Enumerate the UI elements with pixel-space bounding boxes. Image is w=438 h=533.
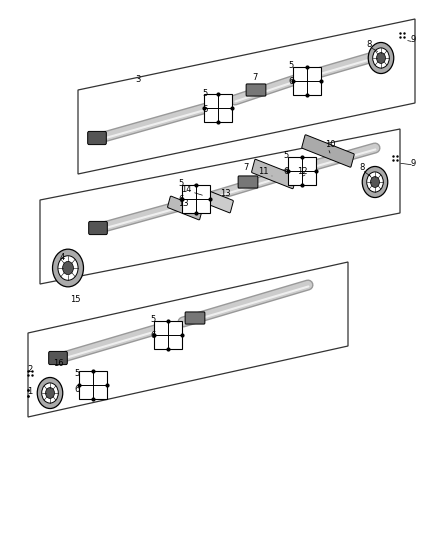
FancyBboxPatch shape <box>185 312 205 324</box>
Text: 9: 9 <box>410 36 416 44</box>
Bar <box>204 94 232 122</box>
FancyBboxPatch shape <box>88 221 107 235</box>
Bar <box>293 67 321 95</box>
Circle shape <box>373 48 389 68</box>
FancyBboxPatch shape <box>251 159 297 189</box>
Text: 8: 8 <box>359 164 365 173</box>
FancyBboxPatch shape <box>168 196 202 220</box>
Text: 5: 5 <box>288 61 293 70</box>
Text: 14: 14 <box>181 184 191 193</box>
Text: 11: 11 <box>258 167 268 176</box>
Text: 15: 15 <box>70 295 80 304</box>
Bar <box>154 321 182 349</box>
Circle shape <box>53 249 84 287</box>
FancyBboxPatch shape <box>49 351 67 365</box>
Text: 6: 6 <box>150 332 155 341</box>
Text: 6: 6 <box>74 385 80 394</box>
Circle shape <box>37 377 63 408</box>
FancyBboxPatch shape <box>302 135 354 167</box>
FancyBboxPatch shape <box>191 185 233 213</box>
Text: 6: 6 <box>283 167 289 176</box>
Text: 1: 1 <box>27 387 32 397</box>
FancyBboxPatch shape <box>238 176 258 188</box>
Bar <box>288 157 316 185</box>
Text: 13: 13 <box>220 189 230 198</box>
Circle shape <box>362 166 388 198</box>
Text: 12: 12 <box>297 167 307 176</box>
Circle shape <box>42 383 58 403</box>
Text: 5: 5 <box>74 369 80 378</box>
Circle shape <box>377 53 385 63</box>
Text: 3: 3 <box>135 76 141 85</box>
Text: 2: 2 <box>27 366 32 375</box>
Text: 16: 16 <box>53 359 64 368</box>
FancyBboxPatch shape <box>246 84 266 96</box>
Circle shape <box>46 387 54 399</box>
Text: 13: 13 <box>178 199 188 208</box>
Text: 5: 5 <box>178 179 184 188</box>
Circle shape <box>367 172 383 192</box>
Circle shape <box>371 176 379 188</box>
Text: 10: 10 <box>325 140 335 149</box>
Bar <box>79 371 107 399</box>
Bar <box>182 185 210 213</box>
Text: 7: 7 <box>244 164 249 173</box>
Text: 5: 5 <box>202 90 208 99</box>
Text: 7: 7 <box>252 72 258 82</box>
Circle shape <box>58 256 78 280</box>
Circle shape <box>368 43 394 74</box>
Text: 9: 9 <box>410 158 416 167</box>
Text: 4: 4 <box>60 253 65 262</box>
Text: 6: 6 <box>178 195 184 204</box>
FancyBboxPatch shape <box>88 132 106 144</box>
Text: 6: 6 <box>288 77 294 86</box>
Circle shape <box>63 261 74 274</box>
Text: 5: 5 <box>150 316 155 325</box>
Text: 5: 5 <box>283 151 289 160</box>
Text: 6: 6 <box>202 106 208 115</box>
Text: 8: 8 <box>366 41 372 50</box>
